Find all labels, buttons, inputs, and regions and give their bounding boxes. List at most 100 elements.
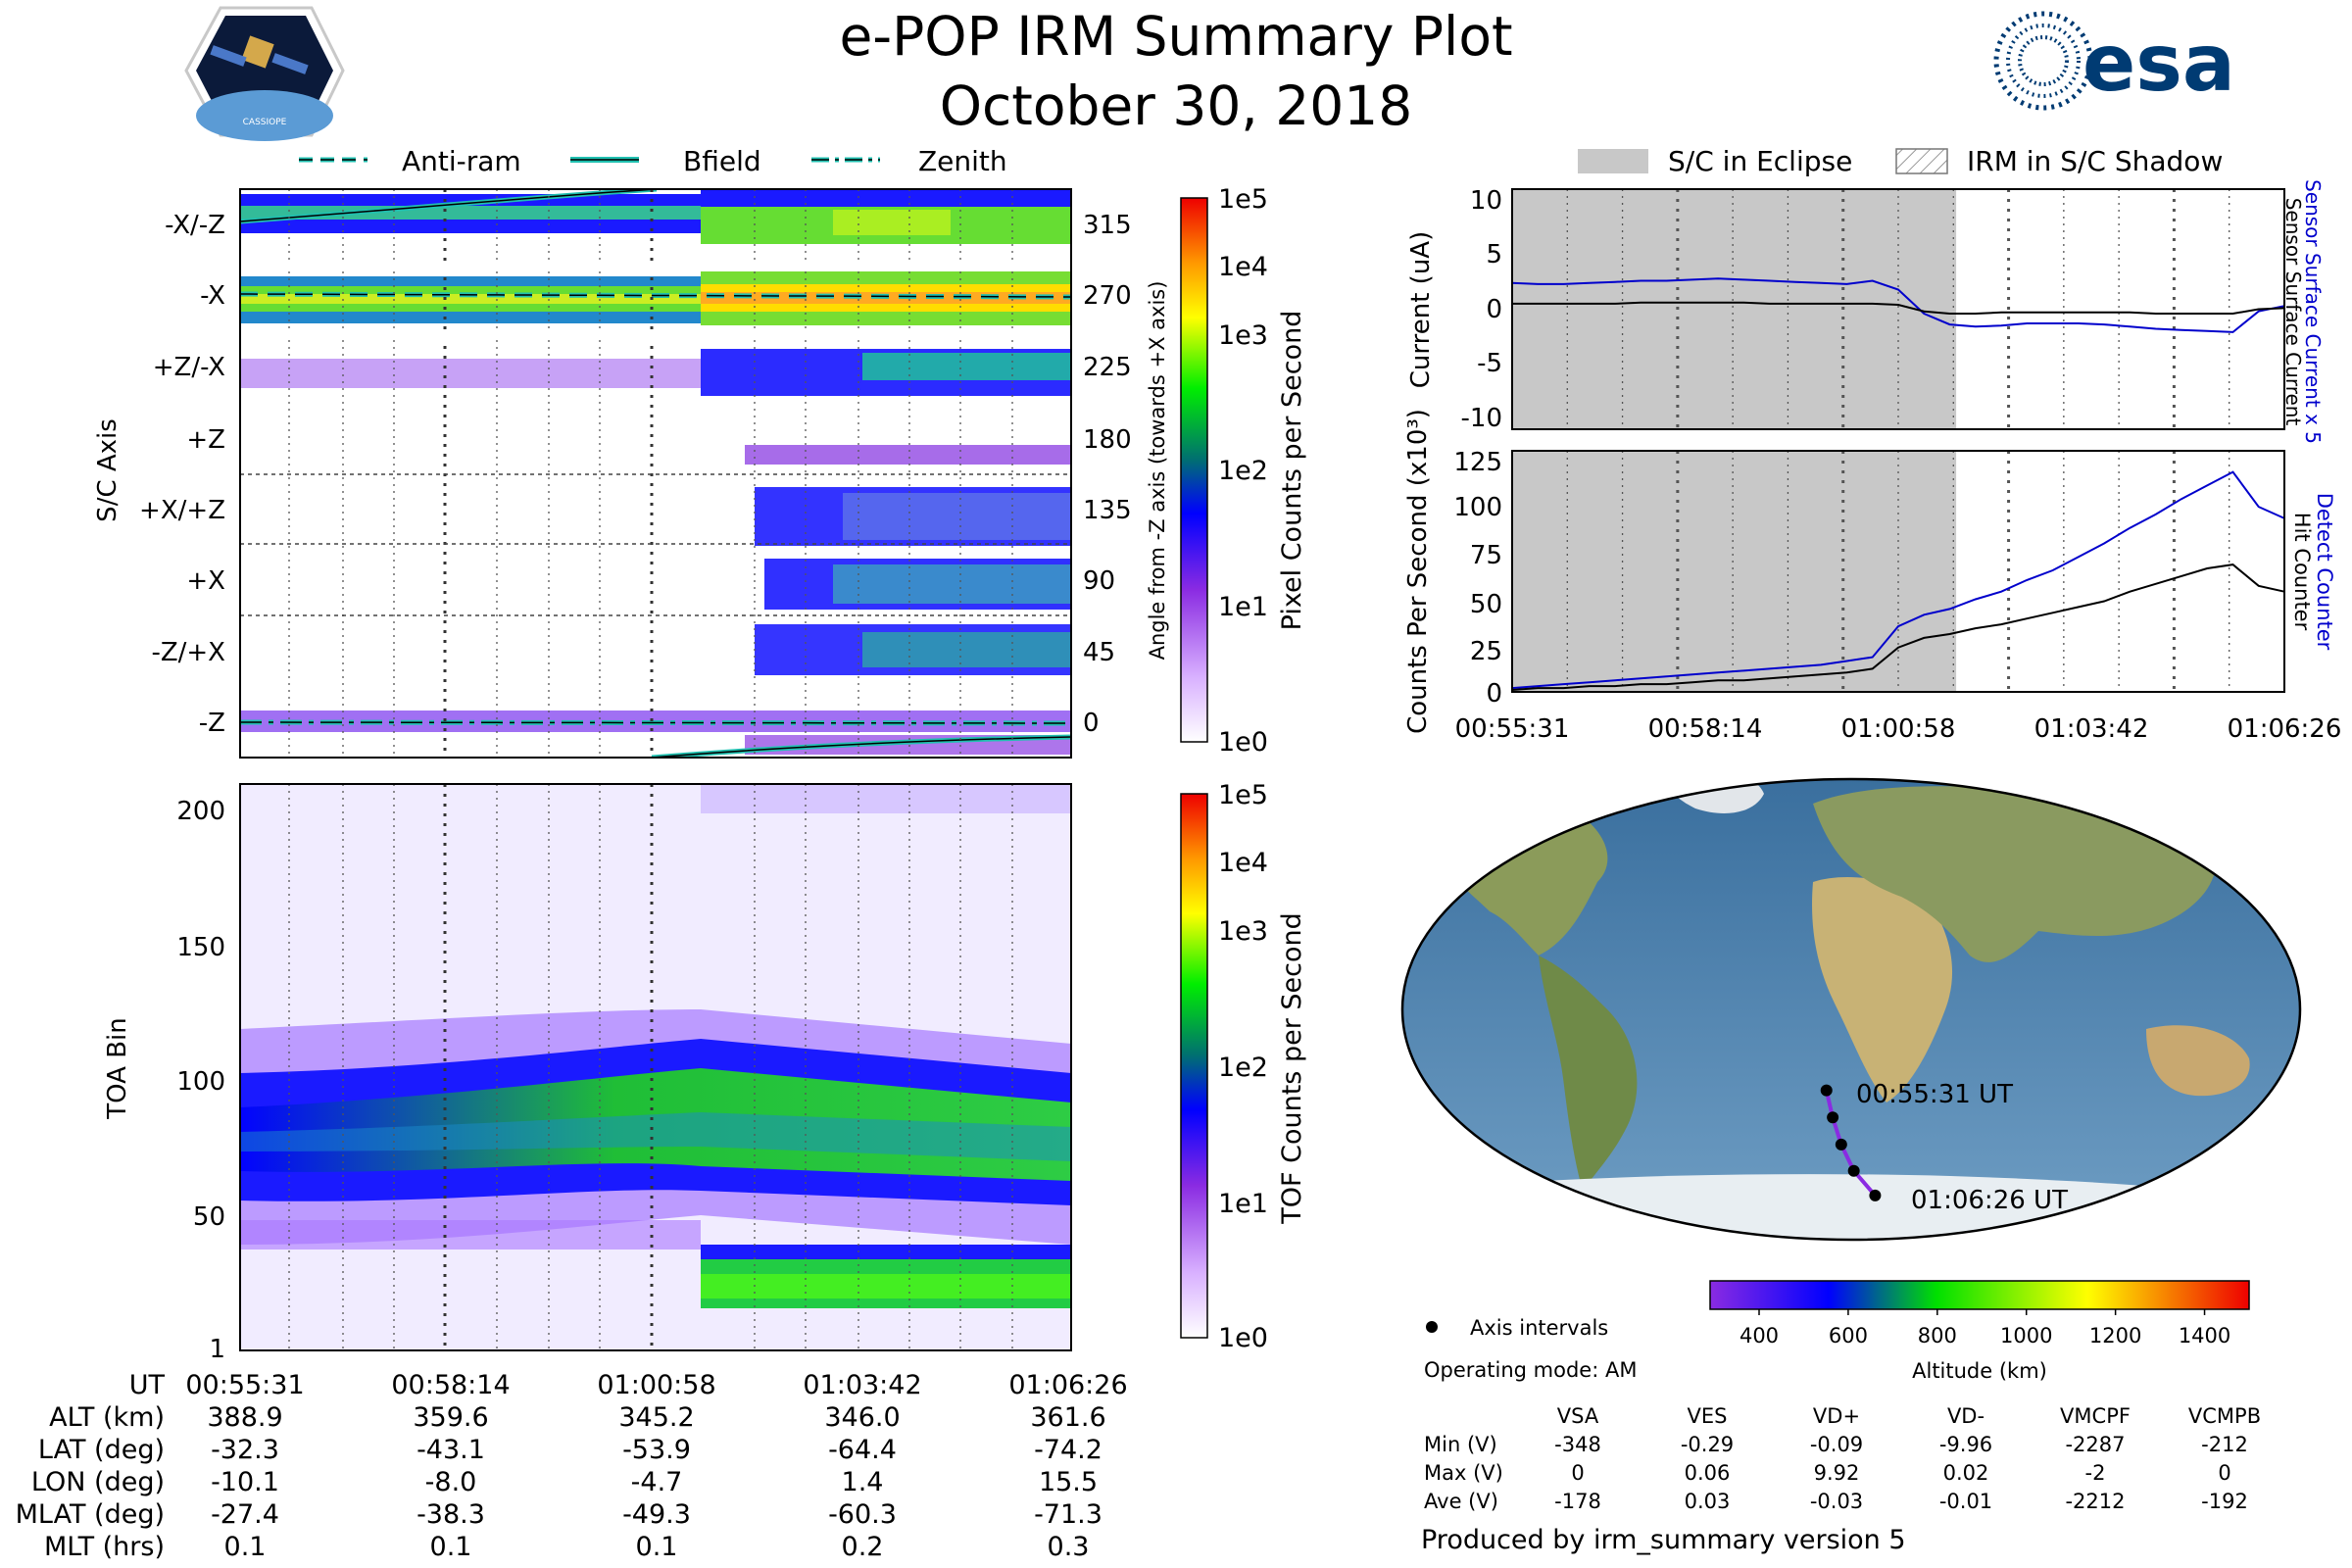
pixel-band-xz-right <box>701 189 1071 207</box>
svg-text:-27.4: -27.4 <box>211 1499 279 1530</box>
series-line-0 <box>1511 470 2285 690</box>
orbit-point-2 <box>1835 1138 1847 1151</box>
svg-text:-9.96: -9.96 <box>1939 1433 1992 1456</box>
svg-text:01:03:42: 01:03:42 <box>2034 714 2149 744</box>
svg-text:00:55:31: 00:55:31 <box>185 1370 304 1400</box>
pixel-colorbar: 1e0 1e1 1e2 1e3 1e4 1e5 Pixel Counts per… <box>1180 184 1307 758</box>
australia <box>2146 1025 2250 1097</box>
svg-text:-348: -348 <box>1554 1433 1601 1456</box>
svg-text:0.02: 0.02 <box>1943 1461 1989 1485</box>
svg-text:-178: -178 <box>1554 1490 1601 1513</box>
svg-text:361.6: 361.6 <box>1030 1402 1105 1433</box>
svg-text:-0.09: -0.09 <box>1810 1433 1863 1456</box>
altitude-tick-label: 1200 <box>2089 1324 2141 1348</box>
svg-text:0: 0 <box>1486 679 1502 709</box>
altitude-colorbar: 400 600 800 1000 1200 1400 Altitude (km) <box>1709 1280 2250 1383</box>
svg-text:VSA: VSA <box>1557 1404 1599 1428</box>
svg-text:-Z/+X: -Z/+X <box>151 638 225 667</box>
svg-text:1e1: 1e1 <box>1218 592 1268 622</box>
svg-text:-212: -212 <box>2201 1433 2248 1456</box>
svg-text:LON (deg): LON (deg) <box>31 1467 165 1497</box>
svg-text:Sensor Surface Current x 5: Sensor Surface Current x 5 <box>2301 179 2325 444</box>
pixel-band-z <box>745 445 1071 465</box>
orbit-track <box>1820 1084 1882 1201</box>
counts-eclipse-region <box>1512 451 1957 692</box>
svg-text:UT: UT <box>129 1370 166 1400</box>
svg-text:-2287: -2287 <box>2065 1433 2125 1456</box>
svg-text:25: 25 <box>1470 637 1502 666</box>
svg-text:Detect Counter: Detect Counter <box>2313 493 2336 651</box>
svg-text:315: 315 <box>1083 211 1132 240</box>
svg-text:00:58:14: 00:58:14 <box>391 1370 510 1400</box>
pixel-band-zx-left <box>240 359 701 388</box>
current-y-ticks: 10 5 0 -5 -10 <box>1461 186 1502 433</box>
altitude-tick-label: 800 <box>1918 1324 1957 1348</box>
svg-text:01:00:58: 01:00:58 <box>1841 714 1956 744</box>
svg-text:45: 45 <box>1083 638 1115 667</box>
svg-text:VES: VES <box>1688 1404 1728 1428</box>
time-position-table: UT ALT (km) LAT (deg) LON (deg) MLAT (de… <box>16 1370 1128 1562</box>
svg-text:+X/+Z: +X/+Z <box>139 496 225 525</box>
svg-text:-0.01: -0.01 <box>1939 1490 1992 1513</box>
counts-y-ticks: 125 100 75 50 25 0 <box>1453 448 1502 709</box>
svg-text:1e5: 1e5 <box>1218 780 1268 810</box>
tof-colorbar: 1e0 1e1 1e2 1e3 1e4 1e5 TOF Counts per S… <box>1180 780 1307 1353</box>
pixel-y2-labels: 315 270 225 180 135 90 45 0 <box>1083 211 1132 738</box>
counts-series <box>1511 470 2285 691</box>
current-series <box>1511 277 2285 333</box>
svg-text:-5: -5 <box>1477 349 1502 378</box>
svg-text:-53.9: -53.9 <box>622 1435 691 1465</box>
svg-text:90: 90 <box>1083 566 1115 596</box>
svg-text:VMCPF: VMCPF <box>2060 1404 2131 1428</box>
svg-text:Counts Per Second (x10³): Counts Per Second (x10³) <box>1403 409 1433 734</box>
orbit-map: 00:55:31 UT 01:06:26 UT <box>1400 777 2302 1242</box>
svg-text:Ave (V): Ave (V) <box>1424 1490 1498 1513</box>
svg-text:Altitude (km): Altitude (km) <box>1912 1359 2047 1383</box>
voltage-table: VSA VES VD+ VD- VMCPF VCMPB Min (V) Max … <box>1424 1404 2261 1513</box>
svg-text:-60.3: -60.3 <box>828 1499 897 1530</box>
svg-text:-10: -10 <box>1461 404 1502 433</box>
svg-text:135: 135 <box>1083 496 1132 525</box>
svg-text:0: 0 <box>1486 295 1502 324</box>
legend-zenith-label: Zenith <box>918 145 1007 177</box>
svg-text:100: 100 <box>176 1067 225 1097</box>
svg-text:50: 50 <box>193 1202 225 1232</box>
svg-text:50: 50 <box>1470 590 1502 619</box>
svg-text:1e5: 1e5 <box>1218 184 1268 215</box>
svg-text:Sensor Surface Current: Sensor Surface Current <box>2281 198 2305 426</box>
svg-text:125: 125 <box>1453 448 1502 477</box>
orbit-point-4 <box>1869 1189 1882 1201</box>
pixel-ylabel: S/C Axis <box>93 418 122 522</box>
svg-text:Max (V): Max (V) <box>1424 1461 1503 1485</box>
svg-text:-Z: -Z <box>199 709 225 738</box>
page-title: e-POP IRM Summary Plot <box>839 5 1512 68</box>
altitude-tick-label: 1000 <box>2000 1324 2052 1348</box>
counts-grid <box>1566 451 2230 692</box>
orbit-point-1 <box>1827 1111 1839 1124</box>
legend-shadow-swatch <box>1895 148 1948 174</box>
svg-text:150: 150 <box>176 933 225 962</box>
pixel-spectrogram-image <box>240 189 1071 758</box>
svg-text:0: 0 <box>2218 1461 2230 1485</box>
axis-intervals-marker <box>1426 1321 1438 1333</box>
svg-text:ALT (km): ALT (km) <box>49 1402 165 1433</box>
svg-text:VCMPB: VCMPB <box>2188 1404 2261 1428</box>
current-eclipse-region <box>1512 189 1957 429</box>
svg-text:1.4: 1.4 <box>842 1467 884 1497</box>
svg-text:1e4: 1e4 <box>1218 252 1268 282</box>
eurasia <box>1813 786 2217 962</box>
svg-text:VD-: VD- <box>1947 1404 1984 1428</box>
pixel-y2label: Angle from -Z axis (towards +X axis) <box>1146 281 1169 661</box>
svg-text:Hit Counter: Hit Counter <box>2290 513 2314 631</box>
series-line-1 <box>1511 564 2285 691</box>
svg-text:-2212: -2212 <box>2065 1490 2125 1513</box>
svg-text:-49.3: -49.3 <box>622 1499 691 1530</box>
toa-ylabel: TOA Bin <box>103 1017 132 1119</box>
svg-text:-32.3: -32.3 <box>211 1435 279 1465</box>
svg-text:0.1: 0.1 <box>224 1532 267 1562</box>
africa <box>1812 877 1953 1102</box>
svg-text:Current (uA): Current (uA) <box>1406 231 1436 388</box>
toa-y-labels: 1 50 100 150 200 <box>176 797 225 1364</box>
svg-text:100: 100 <box>1453 493 1502 522</box>
svg-text:180: 180 <box>1083 425 1132 455</box>
